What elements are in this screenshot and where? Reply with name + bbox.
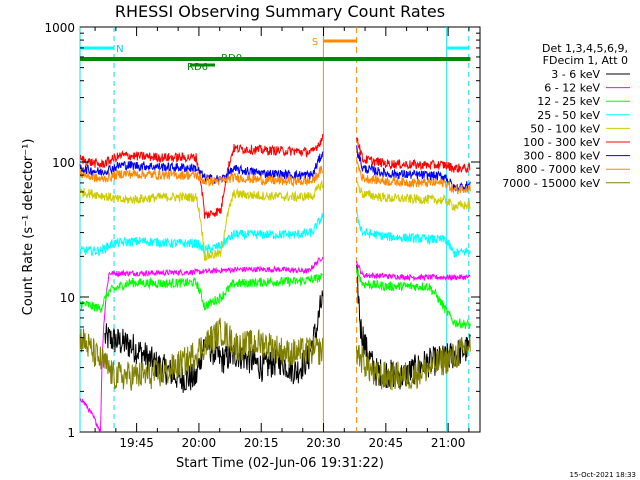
series-line-2 (356, 269, 471, 329)
x-tick-label: 20:00 (182, 436, 217, 450)
legend-entry-label: 6 - 12 keV (544, 82, 600, 95)
series-line-1 (79, 256, 324, 433)
series-line-2 (79, 272, 324, 313)
x-axis-label: Start Time (02-Jun-06 19:31:22) (176, 456, 384, 471)
chart-title: RHESSI Observing Summary Count Rates (115, 2, 445, 21)
y-tick-label: 1000 (44, 21, 75, 35)
series-line-4 (79, 180, 324, 262)
series-line-3 (79, 213, 324, 257)
x-tick-label: 20:45 (369, 436, 404, 450)
annotation-layer: N S RD0 RD6 (79, 27, 471, 432)
legend-entry-label: 50 - 100 keV (530, 122, 600, 135)
series-line-6 (79, 151, 324, 185)
y-tick-label: 10 (60, 291, 75, 305)
series-line-0 (104, 290, 324, 393)
series-line-7 (356, 159, 471, 195)
legend-entry-label: 300 - 800 keV (523, 150, 600, 163)
series-line-3 (356, 211, 471, 258)
x-tick-label: 19:45 (119, 436, 154, 450)
legend-entry-label: 7000 - 15000 keV (502, 177, 600, 190)
series-layer (79, 134, 471, 433)
legend-entry-label: 3 - 6 keV (551, 68, 600, 81)
series-line-0 (356, 264, 471, 390)
legend-entry-label: 100 - 300 keV (523, 136, 600, 149)
rd6-label: RD6 (187, 62, 208, 73)
series-line-5 (356, 137, 471, 174)
series-line-8 (356, 336, 471, 391)
series-line-1 (356, 261, 471, 282)
y-tick-label: 100 (52, 156, 75, 170)
axes-layer: 1 10 100 1000 19:45 20:00 20:15 20:30 20:45 21:00 (44, 21, 480, 450)
series-line-7 (79, 165, 324, 188)
series-line-5 (79, 134, 324, 219)
legend-entry-label: 25 - 50 keV (537, 109, 600, 122)
night-label: N (116, 44, 123, 55)
saa-label: S (312, 37, 318, 48)
y-tick-label: 1 (67, 426, 75, 440)
rd0-label: RD0 (221, 53, 242, 64)
y-axis-label: Count Rate (s⁻¹ detector⁻¹) (21, 139, 36, 316)
legend-header: FDecim 1, Att 0 (543, 54, 628, 67)
series-line-4 (356, 181, 471, 212)
x-tick-label: 21:00 (431, 436, 466, 450)
x-tick-label: 20:30 (306, 436, 341, 450)
legend-header: Det 1,3,4,5,6,9, (542, 42, 628, 55)
x-tick-label: 20:15 (244, 436, 279, 450)
series-line-8 (79, 317, 324, 391)
legend: Det 1,3,4,5,6,9,FDecim 1, Att 03 - 6 keV… (502, 42, 630, 190)
footer-date: 15-Oct-2021 18:33 (570, 471, 636, 479)
series-line-6 (356, 145, 471, 192)
legend-entry-label: 12 - 25 keV (537, 95, 600, 108)
legend-entry-label: 800 - 7000 keV (516, 163, 600, 176)
